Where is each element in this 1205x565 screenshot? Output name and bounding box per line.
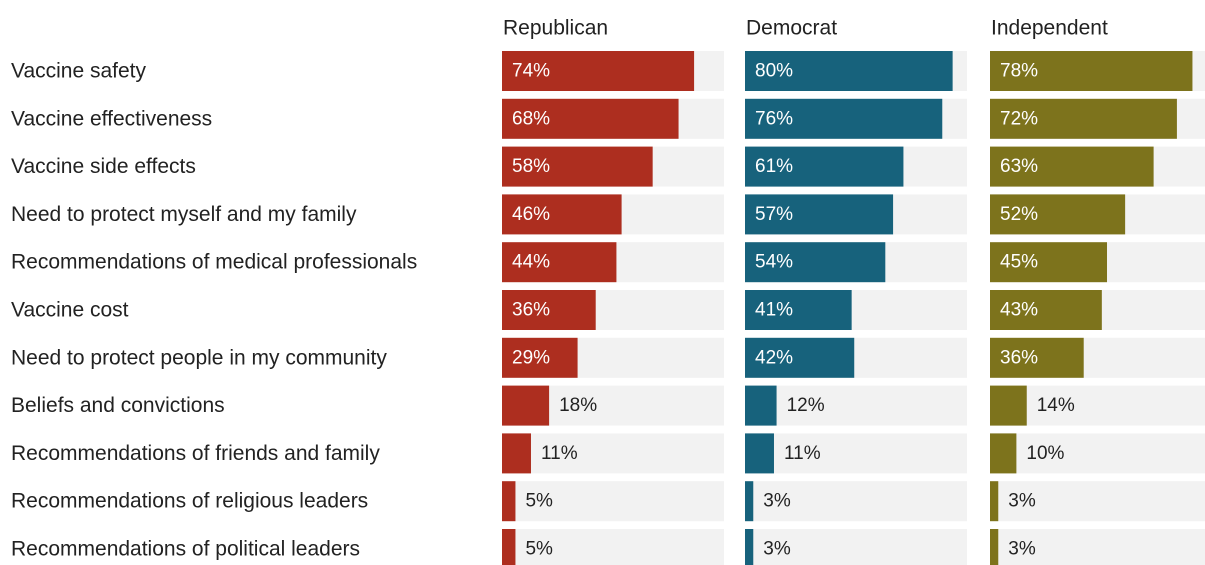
data-label: 45% [1000, 252, 1038, 273]
bar [745, 51, 953, 91]
bar [990, 529, 999, 565]
bar [745, 529, 754, 565]
data-label: 3% [763, 491, 791, 512]
bar [502, 98, 679, 139]
bar [745, 433, 774, 474]
data-label: 61% [755, 156, 793, 177]
category-label: Need to protect myself and my family [11, 203, 357, 226]
data-label: 76% [755, 108, 793, 129]
data-label: 44% [512, 252, 550, 273]
series-header: Democrat [746, 17, 837, 40]
data-label: 14% [1037, 395, 1075, 416]
data-label: 3% [1008, 491, 1036, 512]
bar-track [990, 529, 1205, 565]
bar [990, 194, 1126, 235]
data-label: 68% [512, 108, 550, 129]
bar [502, 385, 550, 426]
bar [502, 433, 531, 474]
bar [990, 98, 1177, 139]
bar [745, 98, 943, 139]
data-label: 11% [784, 443, 821, 464]
data-label: 43% [1000, 300, 1038, 321]
bar [990, 290, 1102, 330]
data-label: 52% [1000, 204, 1038, 225]
category-label: Recommendations of friends and family [11, 442, 380, 465]
category-label: Recommendations of political leaders [11, 538, 360, 561]
bar [990, 385, 1027, 426]
data-label: 36% [1000, 347, 1038, 368]
bar-track [502, 433, 724, 474]
data-label: 12% [787, 395, 825, 416]
data-label: 72% [1000, 108, 1038, 129]
data-label: 5% [525, 491, 553, 512]
data-label: 11% [541, 443, 578, 464]
category-label: Vaccine safety [11, 60, 147, 83]
bar-track [745, 433, 967, 474]
category-label: Need to protect people in my community [11, 346, 387, 369]
data-label: 57% [755, 204, 793, 225]
bar [502, 51, 695, 91]
bar [502, 481, 516, 522]
data-label: 3% [1008, 539, 1036, 560]
category-label: Recommendations of medical professionals [11, 251, 417, 274]
bar [745, 290, 852, 330]
bar [990, 146, 1154, 187]
data-label: 58% [512, 156, 550, 177]
bar [502, 290, 596, 330]
data-label: 18% [559, 395, 597, 416]
data-label: 5% [525, 539, 553, 560]
bar [745, 385, 777, 426]
bar [745, 194, 894, 235]
bar [502, 529, 516, 565]
category-label: Vaccine cost [11, 299, 129, 322]
data-label: 46% [512, 204, 550, 225]
bar-track [502, 481, 724, 522]
bar [990, 337, 1084, 378]
series-header: Independent [991, 17, 1108, 40]
bar [745, 146, 904, 187]
bar-track [990, 481, 1205, 522]
data-label: 80% [755, 61, 793, 82]
bar [745, 242, 886, 283]
category-label: Vaccine effectiveness [11, 107, 212, 130]
bar-track [745, 529, 967, 565]
data-label: 74% [512, 61, 550, 82]
bar [745, 481, 754, 522]
data-label: 10% [1026, 443, 1064, 464]
bar [990, 242, 1108, 283]
data-label: 54% [755, 252, 793, 273]
category-label: Recommendations of religious leaders [11, 490, 368, 513]
data-label: 42% [755, 347, 793, 368]
bar [502, 242, 617, 283]
bar-track [502, 529, 724, 565]
bar [502, 194, 622, 235]
series-header: Republican [503, 17, 608, 40]
data-label: 78% [1000, 61, 1038, 82]
category-label: Beliefs and convictions [11, 394, 225, 417]
bar [990, 51, 1193, 91]
bar-track [745, 385, 967, 426]
bar-track [990, 433, 1205, 474]
data-label: 3% [763, 539, 791, 560]
data-label: 63% [1000, 156, 1038, 177]
data-label: 41% [755, 300, 793, 321]
bar [745, 337, 855, 378]
bar-track [745, 481, 967, 522]
bar [990, 433, 1017, 474]
bar [502, 337, 578, 378]
category-label: Vaccine side effects [11, 155, 196, 178]
bar [990, 481, 999, 522]
data-label: 29% [512, 347, 550, 368]
data-label: 36% [512, 300, 550, 321]
bar [502, 146, 653, 187]
